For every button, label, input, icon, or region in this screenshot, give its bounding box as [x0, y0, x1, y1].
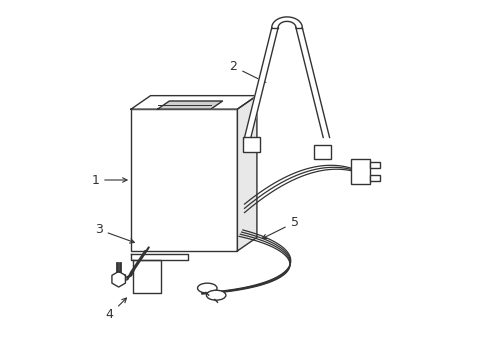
Bar	[242, 138, 260, 152]
Ellipse shape	[206, 290, 225, 300]
Bar	[131, 109, 237, 251]
Bar	[313, 145, 331, 159]
Polygon shape	[157, 101, 222, 109]
Bar	[350, 159, 369, 184]
Text: 5: 5	[262, 216, 298, 239]
Ellipse shape	[197, 283, 217, 293]
Polygon shape	[244, 28, 278, 138]
Polygon shape	[295, 28, 329, 138]
Polygon shape	[112, 271, 125, 287]
Polygon shape	[237, 96, 256, 251]
Polygon shape	[133, 260, 161, 293]
Text: 4: 4	[106, 298, 126, 321]
Polygon shape	[131, 96, 256, 109]
Text: 3: 3	[95, 223, 134, 243]
Bar	[369, 162, 380, 168]
Bar	[369, 175, 380, 181]
Text: 1: 1	[91, 174, 127, 186]
Polygon shape	[131, 255, 187, 260]
Text: 2: 2	[229, 60, 265, 82]
